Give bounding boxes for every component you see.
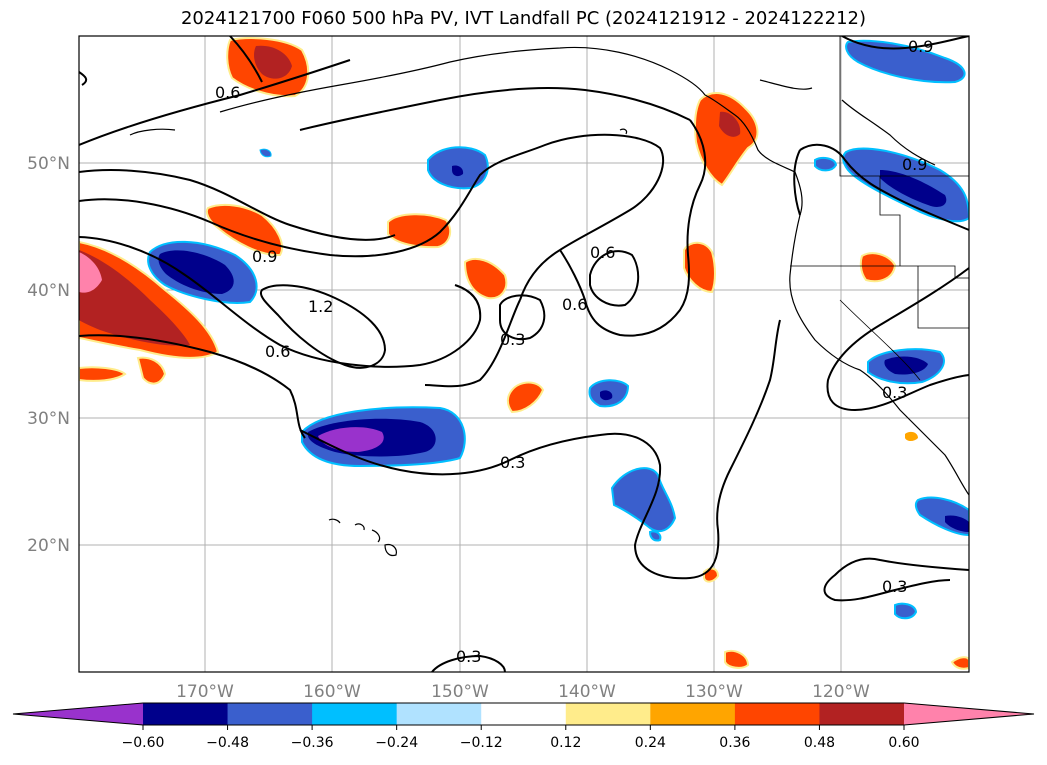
colorbar-segment <box>734 703 820 725</box>
colorbar-tick-label: −0.60 <box>122 735 165 751</box>
colorbar-tick-label: −0.36 <box>291 735 334 751</box>
contour-labels: 0.9 0.6 0.9 0.9 1.2 0.6 0.6 0.6 0.3 0.3 … <box>215 37 933 666</box>
lon-label: 150°W <box>431 682 489 702</box>
colorbar-segment <box>904 703 1034 725</box>
latitude-labels: 50°N 40°N 30°N 20°N <box>27 154 70 556</box>
colorbar-segment <box>143 703 229 725</box>
contour-label: 0.3 <box>500 453 525 472</box>
contour-label: 0.6 <box>590 243 615 262</box>
contour-label: 0.9 <box>902 155 927 174</box>
lat-label: 50°N <box>27 154 70 174</box>
lon-label: 130°W <box>685 682 743 702</box>
coastlines <box>129 46 969 557</box>
contour-label: 0.6 <box>265 342 290 361</box>
map-title: 2024121700 F060 500 hPa PV, IVT Landfall… <box>180 8 867 29</box>
contour-label: 0.9 <box>908 37 933 56</box>
colorbar: −0.60 −0.48 −0.36 −0.24 −0.12 0.12 0.24 0.36 0.4… <box>12 702 1035 751</box>
colorbar-segment <box>565 703 651 725</box>
lon-label: 140°W <box>558 682 616 702</box>
lon-label: 170°W <box>176 682 234 702</box>
colorbar-segment <box>819 703 905 725</box>
contour-label: 0.3 <box>882 577 907 596</box>
contour-label: 1.2 <box>308 297 333 316</box>
contour-label: 0.3 <box>500 330 525 349</box>
contour-label: 0.9 <box>252 247 277 266</box>
map-frame <box>78 35 970 673</box>
lat-label: 30°N <box>27 409 70 429</box>
colorbar-segment <box>312 703 398 725</box>
lon-label: 160°W <box>303 682 361 702</box>
colorbar-tick-label: 0.12 <box>550 735 581 751</box>
lat-label: 40°N <box>27 281 70 301</box>
pv-contours <box>79 36 969 672</box>
colorbar-segment <box>650 703 736 725</box>
colorbar-tick-label: 0.24 <box>635 735 666 751</box>
colorbar-tick-label: 0.60 <box>888 735 919 751</box>
lat-label: 20°N <box>27 536 70 556</box>
negative-anomaly-fills <box>147 39 969 620</box>
political-boundaries <box>790 36 969 381</box>
lon-label: 120°W <box>812 682 870 702</box>
colorbar-tick-label: −0.48 <box>206 735 249 751</box>
contour-label: 0.3 <box>882 383 907 402</box>
colorbar-tick-label: 0.36 <box>719 735 750 751</box>
colorbar-tick-label: −0.12 <box>460 735 503 751</box>
colorbar-segment <box>13 703 143 725</box>
longitude-labels: 170°W 160°W 150°W 140°W 130°W 120°W <box>176 682 870 702</box>
colorbar-segment <box>481 703 567 725</box>
colorbar-segment <box>396 703 482 725</box>
contour-label: 0.6 <box>215 83 240 102</box>
contour-label: 0.6 <box>562 295 587 314</box>
map-plot-area <box>79 36 969 672</box>
colorbar-tick-label: −0.24 <box>375 735 418 751</box>
colorbar-segment <box>227 703 313 725</box>
colorbar-tick-label: 0.48 <box>804 735 835 751</box>
contour-label: 0.3 <box>456 647 481 666</box>
